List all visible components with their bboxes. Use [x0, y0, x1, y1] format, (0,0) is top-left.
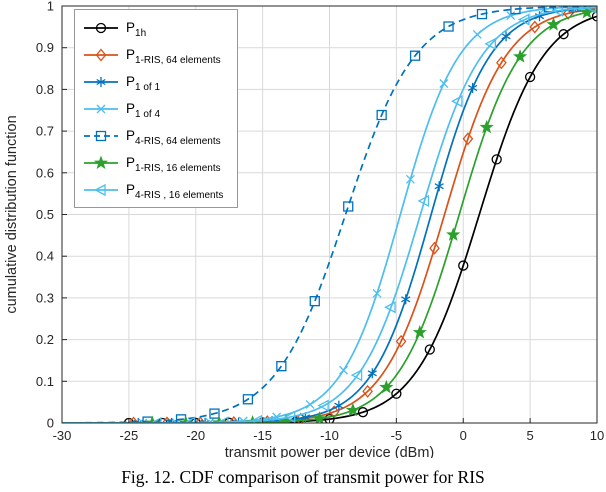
legend-item-p-4ris-16: P4-RIS , 16 elements: [83, 176, 223, 203]
svg-text:-10: -10: [320, 428, 339, 443]
svg-text:-5: -5: [391, 428, 403, 443]
svg-text:0.9: 0.9: [36, 40, 54, 55]
legend-item-p-1h: P1h: [83, 14, 223, 41]
legend-line-sample-p-1ris-64: [84, 47, 118, 62]
legend-line-sample-p-4ris-16: [84, 183, 118, 196]
legend-label-p-1ris-16: P1-RIS, 16 elements: [126, 154, 221, 174]
legend-label-p-1of1: P1 of 1: [126, 73, 161, 93]
markers-p-1ris-16: [145, 6, 595, 423]
svg-text:0.2: 0.2: [36, 332, 54, 347]
y-axis-label: cumulative distribution function: [4, 115, 20, 313]
legend-item-p-1of1: P1 of 1: [83, 68, 223, 95]
legend-item-p-1ris-64: P1-RIS, 64 elements: [83, 41, 223, 68]
svg-text:0.5: 0.5: [36, 207, 54, 222]
legend-label-p-4ris-16: P4-RIS , 16 elements: [126, 181, 224, 201]
legend-item-p-1of4: P1 of 4: [83, 95, 223, 122]
svg-text:0: 0: [47, 416, 54, 431]
legend-line-sample-p-1ris-16: [84, 155, 118, 169]
svg-text:-15: -15: [253, 428, 272, 443]
legend-line-sample-p-1h: [84, 22, 118, 33]
legend-line-sample-p-4ris-64: [84, 130, 118, 141]
legend-label-p-4ris-64: P4-RIS, 64 elements: [126, 127, 221, 147]
y-tick-labels: 0 0.1 0.2 0.3 0.4 0.5 0.6 0.7 0.8 0.9 1: [36, 0, 54, 431]
markers-p-4ris-16: [150, 6, 597, 423]
legend-line-sample-p-1of4: [84, 104, 118, 113]
x-axis-label: transmit power per device (dBm): [225, 445, 435, 458]
axes: [61, 5, 598, 424]
legend-label-p-1ris-64: P1-RIS, 64 elements: [126, 46, 221, 66]
legend-line-sample-p-1of1: [84, 76, 118, 87]
curve-p-4ris-64: [62, 6, 597, 423]
grid-lines: [61, 5, 598, 424]
svg-text:-30: -30: [53, 428, 72, 443]
x-tick-labels: -30 -25 -20 -15 -10 -5 0 5 10: [53, 428, 605, 443]
svg-text:0.8: 0.8: [36, 82, 54, 97]
svg-text:0.4: 0.4: [36, 249, 54, 264]
svg-text:1: 1: [47, 0, 54, 14]
cdf-plot-svg: -30 -25 -20 -15 -10 -5 0 5 10 0 0.1 0.2 0.3 0.4 0.5 0.6…: [4, 0, 605, 461]
figure-caption: Fig. 12. CDF comparison of transmit powe…: [121, 467, 485, 487]
svg-text:10: 10: [590, 428, 604, 443]
svg-text:0: 0: [460, 428, 467, 443]
svg-text:0.7: 0.7: [36, 124, 54, 139]
svg-text:0.3: 0.3: [36, 290, 54, 305]
svg-text:0.1: 0.1: [36, 374, 54, 389]
legend-item-p-1ris-16: P1-RIS, 16 elements: [83, 149, 223, 176]
svg-text:0.6: 0.6: [36, 165, 54, 180]
legend-item-p-4ris-64: P4-RIS, 64 elements: [83, 122, 223, 149]
cdf-figure: -30 -25 -20 -15 -10 -5 0 5 10 0 0.1 0.2 0.3 0.4 0.5 0.6…: [4, 0, 605, 461]
legend-box: P1h P1-RIS, 64 elements P1 of 1 P1 of 4 P4-R…: [74, 9, 239, 208]
svg-text:-25: -25: [119, 428, 138, 443]
legend-label-p-1of4: P1 of 4: [126, 100, 161, 120]
svg-text:5: 5: [527, 428, 534, 443]
svg-text:-20: -20: [186, 428, 205, 443]
legend-label-p-1h: P1h: [126, 19, 147, 39]
